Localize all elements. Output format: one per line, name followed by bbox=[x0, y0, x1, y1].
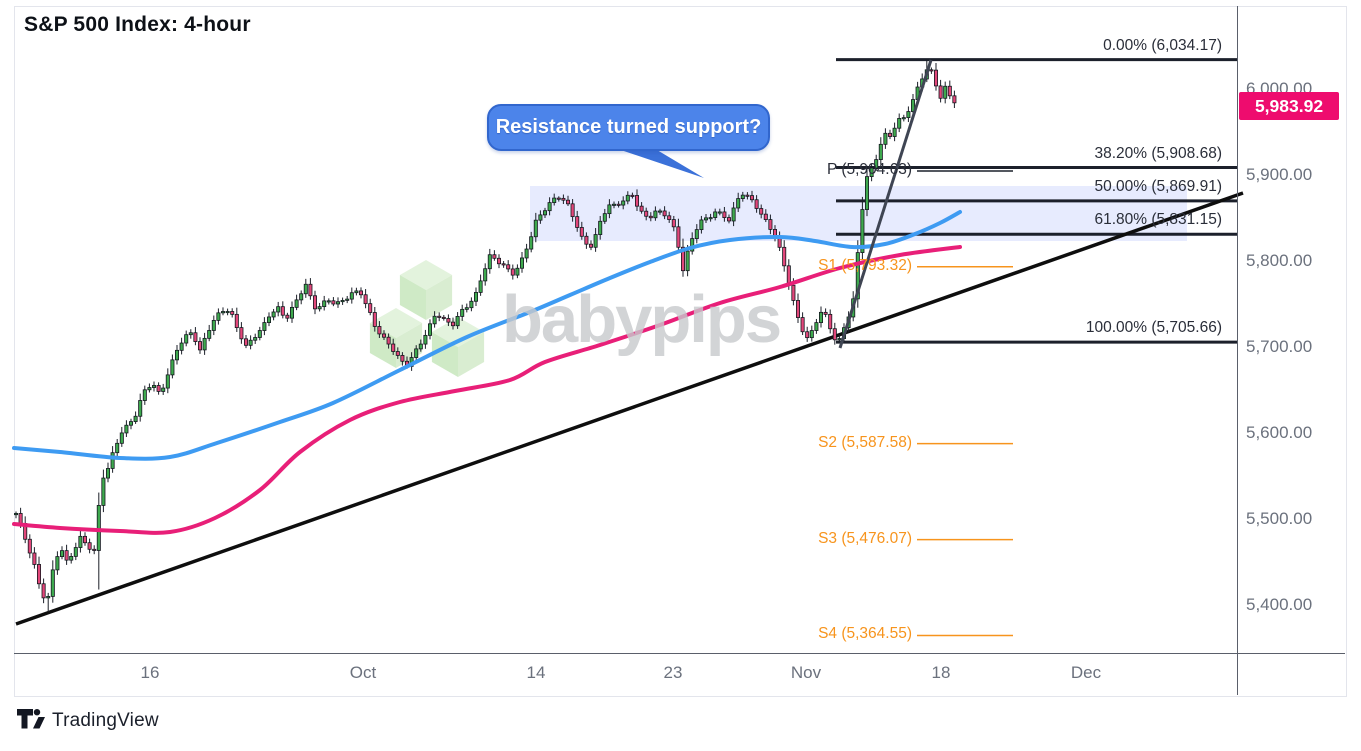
fib-trend-diagonal[interactable] bbox=[838, 59, 933, 349]
watermark-text: babypips bbox=[502, 282, 782, 357]
pivot-level-label: S4 (5,364.55) bbox=[818, 625, 912, 643]
chart-title: S&P 500 Index: 4-hour bbox=[24, 13, 251, 36]
fib-retracement-lines[interactable] bbox=[836, 58, 1237, 344]
time-axis-label: 16 bbox=[140, 663, 160, 682]
price-axis-label: 5,400.00 bbox=[1246, 595, 1313, 614]
time-axis-label: 18 bbox=[931, 663, 951, 682]
callout-tail bbox=[612, 147, 704, 178]
blue-ma-line[interactable] bbox=[12, 210, 962, 461]
pivot-tick-lines[interactable] bbox=[917, 170, 1013, 637]
price-axis-label: 5,500.00 bbox=[1246, 509, 1313, 528]
resistance-zone[interactable] bbox=[530, 186, 1187, 241]
callout-text: Resistance turned support? bbox=[495, 116, 762, 138]
time-axis-label: 23 bbox=[663, 663, 683, 682]
price-axis-separator bbox=[1237, 6, 1238, 695]
price-axis-label: 5,800.00 bbox=[1246, 251, 1313, 270]
fib-level-label: 0.00% (6,034.17) bbox=[1103, 36, 1222, 54]
time-axis-label: Nov bbox=[790, 663, 822, 682]
price-axis-label: 5,900.00 bbox=[1246, 165, 1313, 184]
pivot-level-label: S1 (5,793.32) bbox=[818, 256, 912, 274]
tradingview-logo-icon[interactable] bbox=[16, 708, 50, 734]
time-axis-label: 14 bbox=[526, 663, 546, 682]
watermark-cubes bbox=[369, 260, 485, 377]
chart-panel-border bbox=[14, 6, 1347, 697]
fib-level-label: 38.20% (5,908.68) bbox=[1094, 144, 1222, 162]
time-axis-label: Oct bbox=[349, 663, 377, 682]
price-axis-label: 5,600.00 bbox=[1246, 423, 1313, 442]
candles-layer bbox=[13, 59, 957, 612]
fib-level-label: 61.80% (5,831.15) bbox=[1094, 211, 1222, 229]
last-price-badge: 5,983.92 bbox=[1239, 92, 1339, 120]
callout-bubble[interactable]: Resistance turned support? bbox=[487, 104, 770, 151]
time-axis-label: Dec bbox=[1070, 663, 1102, 682]
pivot-level-label: P (5,904.63) bbox=[826, 161, 912, 179]
fib-level-label: 100.00% (5,705.66) bbox=[1085, 319, 1222, 337]
time-axis-separator bbox=[14, 653, 1345, 654]
pink-ma-line[interactable] bbox=[12, 245, 962, 535]
tradingview-logo-text: TradingView bbox=[52, 710, 159, 731]
pivot-level-label: S3 (5,476.07) bbox=[818, 529, 912, 547]
ascending-trendline[interactable] bbox=[15, 191, 1244, 626]
price-axis-label: 5,700.00 bbox=[1246, 337, 1313, 356]
pivot-level-label: S2 (5,587.58) bbox=[818, 433, 912, 451]
fib-level-label: 50.00% (5,869.91) bbox=[1094, 177, 1222, 195]
